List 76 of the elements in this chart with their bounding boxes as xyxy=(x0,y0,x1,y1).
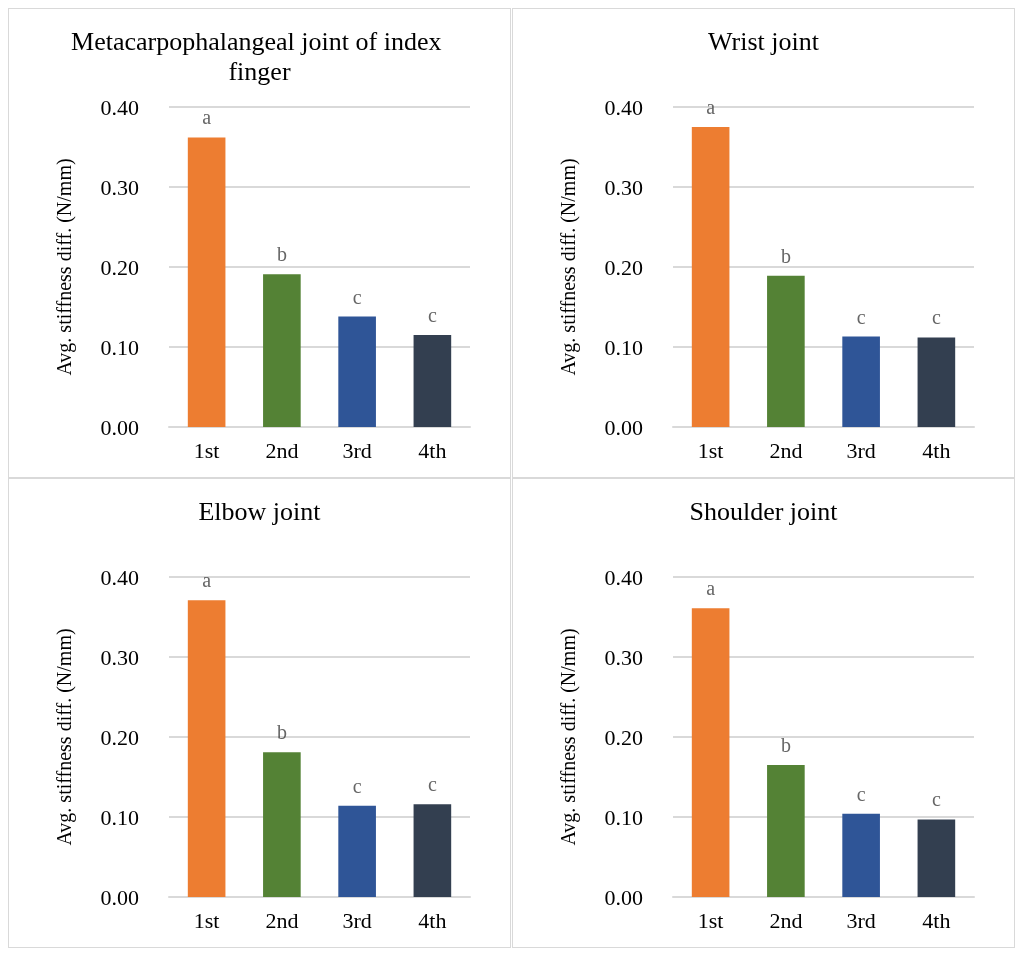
bar xyxy=(917,819,956,897)
bar xyxy=(413,335,452,427)
x-tick-label: 3rd xyxy=(846,437,876,463)
x-tick-label: 1st xyxy=(697,437,724,463)
x-tick-label: 2nd xyxy=(769,437,803,463)
chart-title: Elbow joint xyxy=(198,496,322,526)
y-tick-label: 0.10 xyxy=(604,804,643,830)
y-tick-label: 0.00 xyxy=(604,884,643,910)
y-tick-label: 0.10 xyxy=(100,334,139,360)
y-tick-label: 0.30 xyxy=(100,644,139,670)
y-axis-title: Avg. stiffness diff. (N/mm) xyxy=(53,158,76,376)
y-tick-label: 0.20 xyxy=(100,254,139,280)
y-tick-label: 0.40 xyxy=(100,564,139,590)
bar xyxy=(767,765,805,897)
bar xyxy=(842,813,880,897)
bar xyxy=(691,608,730,897)
chart-title: Metacarpophalangeal joint of index finger xyxy=(71,26,448,86)
y-tick-label: 0.20 xyxy=(604,724,643,750)
y-tick-label: 0.10 xyxy=(604,334,643,360)
annotation: a xyxy=(202,106,212,129)
bar xyxy=(187,137,226,427)
y-axis-title: Avg. stiffness diff. (N/mm) xyxy=(557,628,580,846)
x-tick-label: 4th xyxy=(922,907,951,933)
x-tick-label: 3rd xyxy=(342,907,372,933)
annotation: c xyxy=(931,306,941,329)
y-tick-label: 0.00 xyxy=(604,414,643,440)
annotation: c xyxy=(931,788,941,811)
bar xyxy=(263,752,301,897)
bar xyxy=(767,275,805,427)
bar xyxy=(691,127,730,427)
annotation: b xyxy=(780,734,791,756)
x-tick-label: 4th xyxy=(418,437,447,463)
annotation: a xyxy=(706,96,716,118)
annotation: c xyxy=(352,774,362,797)
bar xyxy=(842,336,880,427)
bar xyxy=(338,805,376,897)
y-tick-label: 0.30 xyxy=(604,644,643,670)
x-tick-label: 4th xyxy=(418,907,447,933)
annotation: c xyxy=(856,782,866,805)
y-tick-label: 0.00 xyxy=(100,884,139,910)
x-tick-label: 1st xyxy=(697,907,724,933)
bar xyxy=(187,600,226,897)
annotation: b xyxy=(780,244,791,267)
y-tick-label: 0.20 xyxy=(604,254,643,280)
x-tick-label: 3rd xyxy=(342,437,372,463)
x-tick-label: 1st xyxy=(193,437,220,463)
y-tick-label: 0.10 xyxy=(100,804,139,830)
y-tick-label: 0.40 xyxy=(100,94,139,120)
bar xyxy=(263,274,301,427)
y-tick-label: 0.40 xyxy=(604,94,643,120)
annotation: a xyxy=(202,569,212,592)
bar xyxy=(917,337,956,427)
x-tick-label: 3rd xyxy=(846,907,876,933)
annotation: a xyxy=(706,577,716,600)
y-tick-label: 0.20 xyxy=(100,724,139,750)
x-tick-label: 2nd xyxy=(769,907,803,933)
x-tick-label: 2nd xyxy=(265,907,299,933)
y-axis-title: Avg. stiffness diff. (N/mm) xyxy=(557,158,580,376)
y-tick-label: 0.00 xyxy=(100,414,139,440)
y-tick-label: 0.40 xyxy=(604,564,643,590)
x-tick-label: 2nd xyxy=(265,437,299,463)
y-tick-label: 0.30 xyxy=(100,174,139,200)
y-tick-label: 0.30 xyxy=(604,174,643,200)
y-axis-title: Avg. stiffness diff. (N/mm) xyxy=(53,628,76,846)
annotation: c xyxy=(352,285,362,308)
chart-title: Wrist joint xyxy=(708,26,820,56)
x-tick-label: 1st xyxy=(193,907,220,933)
bar xyxy=(413,804,452,897)
annotation: c xyxy=(427,773,437,796)
bar xyxy=(338,316,376,427)
annotation: c xyxy=(427,304,437,326)
annotation: c xyxy=(856,305,866,328)
chart-title: Shoulder joint xyxy=(689,496,839,526)
annotation: b xyxy=(276,243,287,266)
x-tick-label: 4th xyxy=(922,437,951,463)
annotation: b xyxy=(276,721,287,744)
